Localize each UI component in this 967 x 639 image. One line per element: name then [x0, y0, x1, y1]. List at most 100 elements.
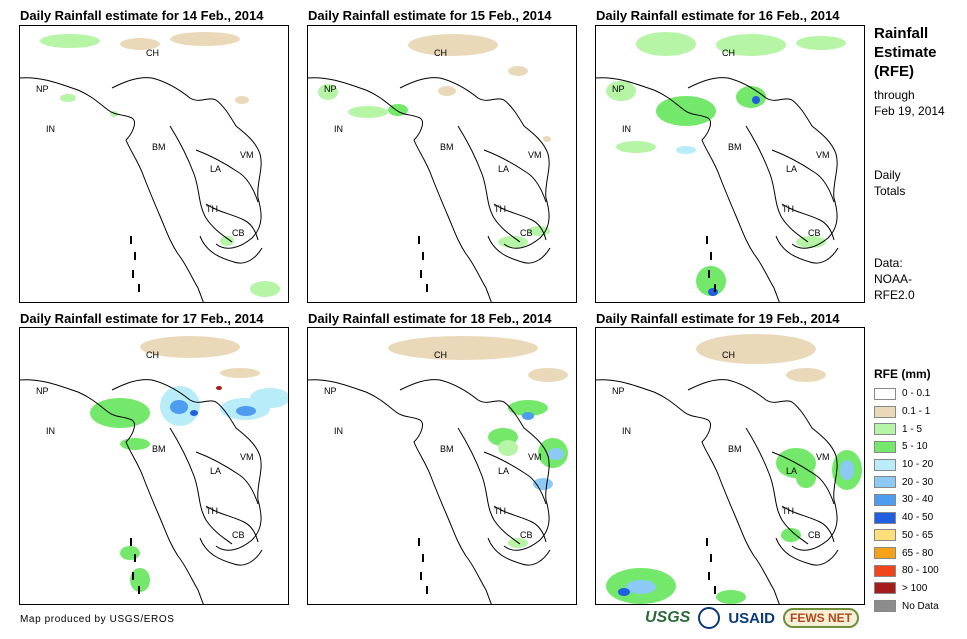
- country-boundary: [781, 203, 835, 241]
- legend-label: 0.1 - 1: [902, 406, 931, 418]
- rainfall-area: [796, 36, 846, 50]
- rainfall-area: [130, 568, 150, 592]
- island: [134, 554, 136, 562]
- rainfall-area: [696, 334, 816, 364]
- country-boundary: [205, 505, 259, 543]
- rainfall-map-14-feb: CH NP IN BM LA VM TH CB: [19, 25, 289, 303]
- island: [426, 284, 428, 292]
- rainfall-area: [170, 400, 188, 414]
- country-label-in: IN: [46, 124, 55, 134]
- data-source-line3: RFE2.0: [874, 288, 915, 302]
- fews-net-logo: FEWS NET: [783, 608, 860, 628]
- country-label-in: IN: [334, 426, 343, 436]
- country-boundary: [111, 379, 262, 551]
- rainfall-area: [781, 528, 801, 542]
- usgs-logo: USGS: [645, 609, 691, 626]
- country-boundary: [199, 235, 263, 264]
- country-label-la: LA: [786, 164, 798, 174]
- island: [708, 270, 710, 278]
- rainfall-area: [508, 400, 548, 416]
- rainfall-area: [618, 588, 630, 596]
- country-boundary: [20, 379, 204, 604]
- legend-item: 80 - 100: [874, 562, 939, 580]
- legend-swatch: [874, 564, 896, 577]
- panel-title-18-feb: Daily Rainfall estimate for 18 Feb., 201…: [308, 311, 552, 326]
- rainfall-area: [528, 226, 550, 236]
- panel-title-17-feb: Daily Rainfall estimate for 17 Feb., 201…: [20, 311, 264, 326]
- rainfall-area: [840, 460, 854, 480]
- map-canvas: [20, 32, 280, 302]
- daily-totals-line1: Daily: [874, 168, 901, 182]
- country-boundary: [745, 125, 809, 243]
- through-label: through: [874, 88, 915, 102]
- country-boundary: [205, 203, 259, 241]
- country-label-cb: CB: [232, 228, 245, 238]
- country-boundary: [596, 379, 780, 604]
- island: [132, 270, 134, 278]
- legend-item: 50 - 65: [874, 527, 939, 545]
- island: [714, 586, 716, 594]
- country-label-np: NP: [36, 84, 49, 94]
- island: [710, 554, 712, 562]
- legend-swatch: [874, 493, 896, 506]
- rainfall-area: [60, 94, 76, 102]
- panel-title-16-feb: Daily Rainfall estimate for 16 Feb., 201…: [596, 8, 840, 23]
- island: [706, 236, 708, 244]
- country-boundary: [775, 235, 839, 264]
- rainfall-area: [616, 141, 656, 153]
- country-boundary: [493, 505, 547, 543]
- country-label-in: IN: [46, 426, 55, 436]
- legend-label: 20 - 30: [902, 476, 934, 488]
- country-label-cb: CB: [808, 228, 821, 238]
- legend-swatch: [874, 423, 896, 436]
- partner-logos: USGS USAID FEWS NET: [645, 607, 860, 629]
- country-label-in: IN: [334, 124, 343, 134]
- country-boundary: [771, 149, 835, 203]
- country-label-bm: BM: [728, 444, 742, 454]
- data-source: Data: NOAA- RFE2.0: [874, 255, 915, 303]
- rainfall-area: [235, 96, 249, 104]
- rainfall-area: [250, 281, 280, 297]
- legend-title: RFE (mm): [874, 367, 931, 381]
- legend-label: 0 - 0.1: [902, 388, 931, 400]
- country-boundary: [169, 427, 233, 545]
- country-boundary: [195, 149, 259, 203]
- country-boundary: [775, 537, 839, 566]
- country-label-vm: VM: [240, 150, 254, 160]
- daily-totals-line2: Totals: [874, 184, 906, 198]
- country-label-np: NP: [36, 386, 49, 396]
- country-label-ch: CH: [722, 48, 735, 58]
- rainfall-area: [120, 546, 140, 560]
- rainfall-area: [736, 86, 766, 108]
- island: [130, 236, 132, 244]
- rainfall-area: [528, 368, 568, 382]
- island: [418, 538, 420, 546]
- map-canvas: [596, 32, 846, 302]
- country-label-ch: CH: [146, 48, 159, 58]
- legend-label: > 100: [902, 582, 928, 594]
- island: [422, 252, 424, 260]
- island: [422, 554, 424, 562]
- island: [706, 538, 708, 546]
- island: [130, 538, 132, 546]
- country-label-np: NP: [612, 84, 625, 94]
- country-label-la: LA: [498, 466, 510, 476]
- data-source-line1: Data:: [874, 256, 903, 270]
- country-label-vm: VM: [240, 452, 254, 462]
- rainfall-area: [676, 146, 696, 154]
- rainfall-area: [716, 590, 746, 604]
- legend-label: 5 - 10: [902, 441, 928, 453]
- country-label-cb: CB: [520, 530, 533, 540]
- rainfall-area: [120, 438, 150, 450]
- daily-totals: Daily Totals: [874, 167, 905, 199]
- country-label-np: NP: [324, 386, 337, 396]
- country-boundary: [457, 427, 521, 545]
- rainfall-area: [388, 336, 538, 360]
- legend-label: 1 - 5: [902, 423, 923, 435]
- rainfall-area: [220, 368, 260, 378]
- map-canvas: [20, 336, 288, 604]
- legend-item: 0 - 0.1: [874, 385, 939, 403]
- country-label-la: LA: [210, 466, 222, 476]
- country-label-la: LA: [786, 466, 798, 476]
- legend-item: 0.1 - 1: [874, 403, 939, 421]
